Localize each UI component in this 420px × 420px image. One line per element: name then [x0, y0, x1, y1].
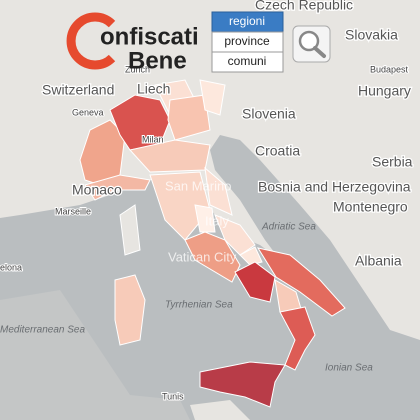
- region[interactable]: [114, 274, 146, 346]
- button[interactable]: [211, 51, 284, 73]
- label: Albania: [355, 253, 402, 269]
- label: Croatia: [255, 143, 300, 159]
- label: Bosnia and Herzegovina: [258, 179, 411, 195]
- label: Monaco: [72, 182, 122, 198]
- regions: [79, 79, 346, 408]
- button-label[interactable]: regioni: [229, 14, 265, 28]
- label: Vatican City: [168, 249, 237, 264]
- label: elona: [0, 262, 22, 272]
- logo: onfiscati Bene: [66, 12, 199, 74]
- land: [0, 0, 420, 340]
- label: Tunis: [162, 391, 184, 401]
- label: Montenegro: [333, 199, 408, 215]
- label: Tyrrhenian Sea: [165, 300, 233, 311]
- region[interactable]: [239, 246, 263, 266]
- region[interactable]: [129, 139, 211, 173]
- label: Adriatic Sea: [261, 222, 316, 233]
- label: Milan: [142, 134, 164, 144]
- label: Slovakia: [345, 27, 398, 43]
- region[interactable]: [256, 247, 346, 317]
- logo-c: [66, 12, 116, 70]
- label: Serbia: [372, 154, 413, 170]
- label: Czech Republic: [255, 0, 353, 13]
- layer-switch: regioni province comuni: [211, 11, 284, 73]
- region[interactable]: [184, 231, 241, 283]
- button-label[interactable]: comuni: [228, 54, 267, 68]
- label: Slovenia: [242, 106, 296, 122]
- africa-shade: [0, 290, 190, 420]
- search-button[interactable]: [292, 25, 331, 63]
- label: Liech: [137, 81, 170, 97]
- region[interactable]: [214, 214, 256, 256]
- label: Geneva: [72, 107, 104, 117]
- label: Budapest: [370, 64, 409, 74]
- region[interactable]: [199, 361, 286, 408]
- label: Ionian Sea: [325, 363, 373, 374]
- corsica: [119, 204, 141, 256]
- search-icon[interactable]: [298, 30, 320, 52]
- region[interactable]: [199, 79, 226, 116]
- region[interactable]: [149, 171, 211, 241]
- label: Italy: [205, 213, 229, 228]
- search-icon[interactable]: [313, 46, 326, 58]
- button-label[interactable]: province: [224, 34, 270, 48]
- region[interactable]: [234, 261, 276, 303]
- region[interactable]: [279, 306, 316, 371]
- label: Marseille: [55, 206, 91, 216]
- logo-line2: Bene: [128, 47, 187, 74]
- region[interactable]: [109, 94, 171, 151]
- label: Hungary: [358, 83, 411, 99]
- logo-line1: onfiscati: [100, 23, 199, 50]
- label: Mediterranean Sea: [0, 325, 85, 336]
- land: [190, 400, 250, 420]
- label: San Marino: [165, 178, 231, 193]
- region[interactable]: [84, 174, 151, 201]
- label: Zurich: [125, 64, 150, 74]
- label: Switzerland: [42, 82, 114, 98]
- region[interactable]: [167, 94, 211, 141]
- region[interactable]: [194, 204, 216, 233]
- map-labels: Czech Republic Slovakia Budapest Hungary…: [0, 0, 414, 402]
- region[interactable]: [79, 119, 126, 186]
- region[interactable]: [204, 166, 233, 216]
